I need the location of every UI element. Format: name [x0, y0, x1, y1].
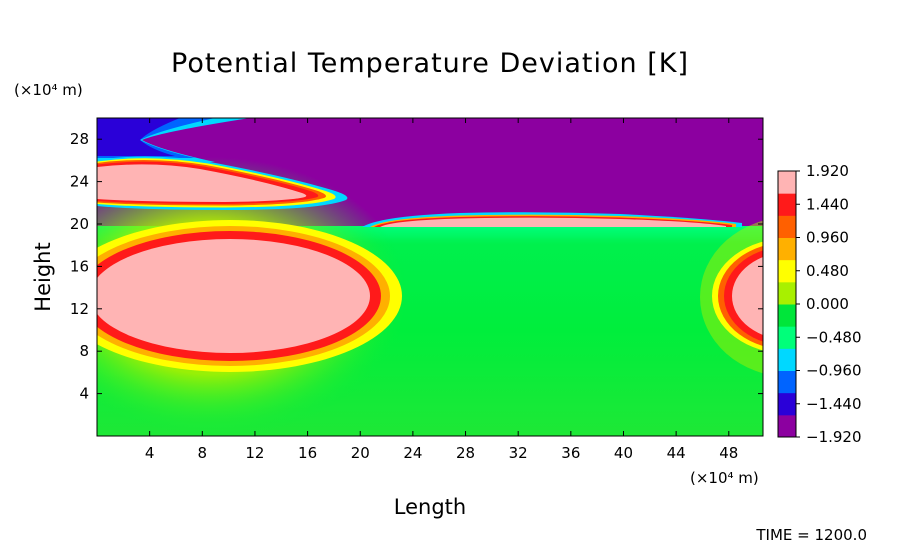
cold-structure-top-left	[97, 118, 250, 162]
y-axis-unit: (×10⁴ m)	[14, 81, 83, 99]
colorbar-swatch	[778, 237, 796, 261]
colorbar-swatch	[778, 215, 796, 238]
x-tick-label: 36	[561, 444, 580, 462]
colorbar-tick-label: −0.480	[806, 328, 862, 346]
heatmap-field	[97, 118, 763, 436]
x-tick-label: 8	[198, 444, 208, 462]
warm-strip-interface	[362, 212, 742, 227]
colorbar-tick-label: 1.440	[806, 195, 849, 213]
colorbar-tick-label: 1.920	[806, 162, 849, 180]
warm-lens-upper	[97, 156, 348, 210]
plot-frame	[96, 117, 764, 437]
colorbar-swatch	[778, 348, 796, 371]
y-tick-label: 24	[70, 173, 89, 191]
colorbar-tick-label: 0.960	[806, 229, 849, 247]
x-tick-label: 24	[403, 444, 422, 462]
y-tick-label: 16	[70, 257, 89, 275]
y-tick-label: 20	[70, 215, 89, 233]
x-tick-label: 20	[351, 444, 370, 462]
colorbar-swatch	[778, 392, 796, 416]
x-tick-label: 32	[509, 444, 528, 462]
colorbar-tick-label: 0.000	[806, 295, 849, 313]
x-ticks: 4 8 12 16 20 24 28 32 36 40 44 48	[145, 118, 738, 462]
time-annotation: TIME = 1200.0	[755, 526, 867, 544]
x-tick-label: 48	[719, 444, 738, 462]
colorbar-tick-label: 0.480	[806, 262, 849, 280]
chart-title: Potential Temperature Deviation [K]	[171, 48, 689, 79]
x-tick-label: 4	[145, 444, 155, 462]
y-ticks: 4 8 12 16 20 24 28	[70, 130, 763, 403]
colorbar-swatch	[778, 171, 796, 194]
x-tick-label: 12	[245, 444, 264, 462]
colorbar-tick-label: −1.920	[806, 428, 862, 446]
x-tick-label: 40	[614, 444, 633, 462]
warm-core-left	[97, 157, 430, 436]
y-axis-label: Height	[31, 242, 55, 311]
colorbar-frame	[777, 170, 797, 438]
colorbar-swatch	[778, 259, 796, 283]
y-tick-label: 4	[79, 385, 89, 403]
colorbar-swatch	[778, 193, 796, 216]
y-tick-label: 28	[70, 130, 89, 148]
colorbar-swatch	[778, 370, 796, 394]
colorbar-tick-label: −0.960	[806, 362, 862, 380]
x-axis-label: Length	[394, 495, 466, 519]
warm-core-right	[700, 220, 763, 374]
colorbar-tick-label: −1.440	[806, 395, 862, 413]
y-tick-label: 12	[70, 300, 89, 318]
colorbar-swatch	[778, 281, 796, 305]
colorbar-swatch	[778, 326, 796, 349]
colorbar: 1.920 1.440 0.960 0.480 0.000 −0.480 −0.960 −1.…	[778, 162, 862, 446]
x-tick-label: 16	[298, 444, 317, 462]
x-axis-unit: (×10⁴ m)	[690, 469, 759, 487]
colorbar-swatch	[778, 414, 796, 438]
colorbar-swatch	[778, 304, 796, 327]
y-tick-label: 8	[79, 342, 89, 360]
x-tick-label: 28	[456, 444, 475, 462]
x-tick-label: 44	[667, 444, 686, 462]
